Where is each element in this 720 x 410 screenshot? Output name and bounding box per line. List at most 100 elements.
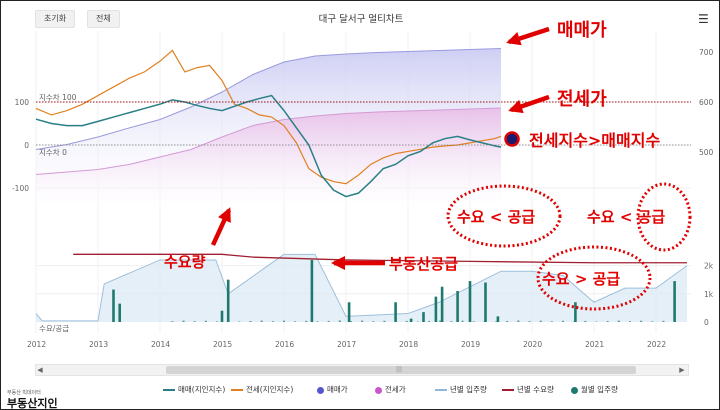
all-range-button[interactable]: 전체	[87, 10, 120, 28]
y-lower-right-tick-label: 0	[704, 318, 709, 327]
legend-item[interactable]: 전세(지인지수)	[231, 384, 293, 395]
monthly-supply-bar	[422, 312, 425, 322]
monthly-supply-bar	[182, 320, 185, 322]
monthly-supply-bar	[517, 320, 520, 322]
monthly-supply-bar	[171, 321, 174, 322]
monthly-supply-bar	[227, 320, 230, 322]
jeonse-gt-sale-label: 전세지수>매매지수	[529, 131, 660, 150]
monthly-supply-bar	[506, 320, 509, 322]
monthly-supply-bar	[220, 310, 224, 322]
legend-item[interactable]: 년별 입주량	[435, 384, 487, 395]
yearly-demand-line	[73, 253, 687, 264]
monthly-supply-bar	[562, 320, 564, 322]
legend-item[interactable]: 매매가	[317, 384, 348, 395]
legend-label: 전세(지인지수)	[246, 385, 294, 394]
brand-logo: 부동산 빅데이터 부동산지인	[7, 390, 58, 410]
monthly-supply-bar	[495, 321, 498, 322]
scroll-right-icon[interactable]: ▶	[679, 366, 685, 374]
monthly-supply-bar	[573, 321, 576, 322]
y-left-tick-label: 0	[24, 141, 29, 150]
y-left-tick-label: 100	[15, 98, 30, 107]
monthly-supply-bar	[283, 320, 285, 322]
sale-price-label: 매매가	[557, 20, 607, 41]
demand-label: 수요량	[164, 253, 206, 271]
reference-lines: 지수차 100 지수차 0 수요/공급	[36, 93, 691, 333]
jeonse-price-line	[35, 107, 502, 175]
monthly-supply-bar	[472, 321, 475, 322]
jeonse-price-label: 전세가	[557, 89, 607, 110]
monthly-supply-bar	[483, 320, 486, 322]
legend-line-icon	[231, 389, 243, 391]
legend-label: 년별 입주량	[450, 385, 487, 394]
monthly-supply-bar	[496, 316, 500, 322]
monthly-supply-bar	[118, 303, 121, 322]
y-right-tick-label: 600	[699, 98, 714, 107]
legend-item[interactable]: 매매(지인지수)	[163, 384, 225, 395]
sale-price-arrow-head	[506, 31, 522, 46]
monthly-supply-bar	[327, 320, 330, 322]
range-scrollbar[interactable]: ◀ ||| ▶	[35, 364, 689, 376]
monthly-supply-bar	[628, 321, 631, 322]
legend-label: 월별 입주량	[581, 385, 618, 394]
jeonse-index-line	[35, 49, 502, 185]
legend-label: 년별 수요량	[517, 385, 554, 394]
y-left-tick-label: -100	[12, 184, 29, 193]
monthly-supply-bar	[316, 321, 319, 322]
demand-lt-supply-label-1: 수요 < 공급	[457, 208, 535, 226]
monthly-supply-bar	[673, 321, 676, 322]
x-tick-label: 2016	[275, 340, 294, 349]
monthly-supply-bar	[349, 321, 352, 322]
supply-arrow-head	[331, 256, 345, 270]
x-tick-label: 2012	[27, 340, 46, 349]
monthly-supply-bar	[383, 320, 386, 322]
reference-label-demand-supply: 수요/공급	[39, 324, 69, 333]
monthly-supply-bar	[450, 321, 453, 322]
yearly-supply-line	[35, 253, 688, 322]
x-tick-label: 2022	[647, 340, 666, 349]
monthly-supply-bar	[651, 321, 654, 322]
scroll-left-icon[interactable]: ◀	[37, 366, 43, 374]
monthly-supply-bar	[294, 321, 297, 322]
legend-line-icon	[502, 389, 514, 391]
legend-dot-icon	[317, 386, 324, 394]
monthly-supply-bar	[584, 320, 587, 322]
reset-button[interactable]: 초기화	[35, 10, 76, 28]
monthly-supply-bar	[617, 320, 620, 322]
grip-icon: |||	[396, 366, 403, 373]
monthly-supply-bars	[112, 259, 676, 322]
monthly-supply-bar	[673, 281, 676, 322]
monthly-supply-bar	[662, 320, 665, 322]
hamburger-menu-icon[interactable]: ☰	[698, 12, 709, 26]
monthly-supply-bar	[260, 320, 263, 322]
monthly-supply-bar	[606, 321, 609, 322]
legend-line-icon	[435, 389, 447, 391]
legend-line-icon	[163, 389, 175, 391]
demand-arrow-head	[218, 207, 231, 223]
monthly-supply-bar	[405, 320, 408, 322]
monthly-supply-bar	[338, 320, 341, 322]
monthly-supply-bar	[193, 321, 196, 322]
reference-label-0: 지수차 0	[39, 148, 67, 157]
monthly-supply-bar	[574, 302, 577, 322]
monthly-supply-bar	[468, 281, 472, 322]
scrollbar-thumb[interactable]: |||	[166, 366, 636, 374]
x-tick-label: 2017	[337, 340, 356, 349]
x-tick-label: 2014	[151, 340, 170, 349]
legend-item[interactable]: 전세가	[375, 384, 406, 395]
monthly-supply-bar	[484, 282, 487, 322]
x-tick-label: 2019	[461, 340, 480, 349]
monthly-supply-bar	[461, 320, 464, 322]
legend-label: 매매(지인지수)	[178, 385, 226, 394]
index-lines	[35, 49, 687, 264]
legend-item[interactable]: 월별 입주량	[571, 384, 618, 395]
y-lower-right-tick-label: 2k	[704, 262, 714, 271]
demand-gt-supply-circle	[536, 245, 652, 311]
monthly-supply-bar	[439, 320, 442, 322]
monthly-supply-bar	[428, 321, 431, 322]
yearly-supply-area	[35, 253, 688, 322]
monthly-supply-bar	[434, 296, 438, 322]
jeonse-price-arrow-head	[508, 99, 524, 114]
legend-item[interactable]: 년별 수요량	[502, 384, 554, 395]
legend-dot-icon	[571, 386, 578, 394]
